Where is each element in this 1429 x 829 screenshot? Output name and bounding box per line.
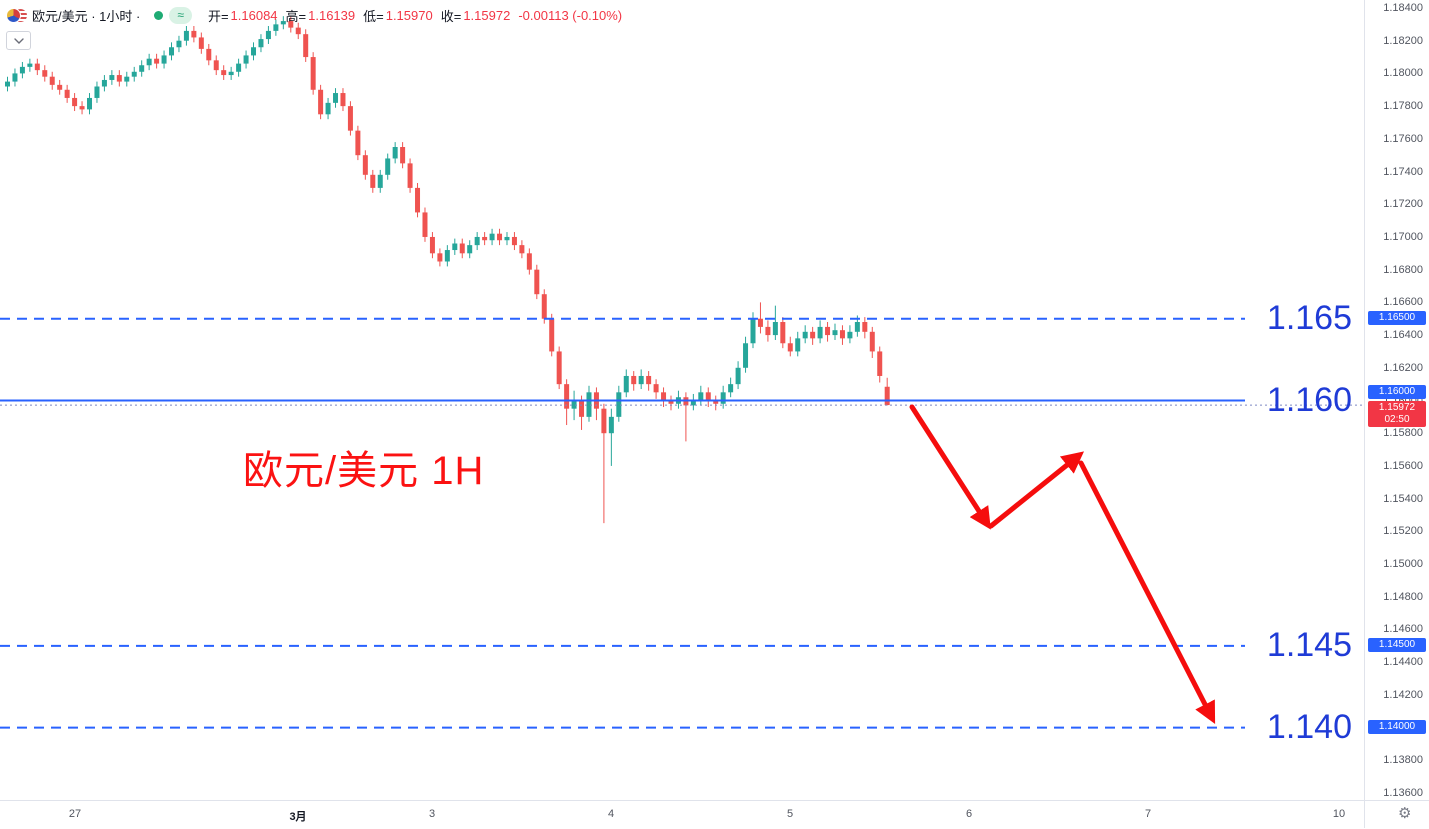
- chevron-down-icon: [13, 37, 24, 44]
- change-value: -0.00113 (-0.10%): [518, 7, 623, 23]
- bar-countdown: 02:50: [1384, 414, 1410, 426]
- price-level-big-label[interactable]: 1.140: [1266, 707, 1352, 746]
- symbol-logo-icon: [6, 8, 28, 23]
- ohlc-values: 开= 1.16084 高= 1.16139 低= 1.15970 收= 1.15972 …: [202, 6, 622, 25]
- text-annotation[interactable]: 欧元/美元 1H: [243, 449, 485, 493]
- price-tick-label: 1.17200: [1383, 198, 1423, 211]
- price-tick-label: 1.15200: [1383, 525, 1423, 538]
- close-label: 收=: [440, 8, 462, 24]
- approx-data-icon[interactable]: ≈: [169, 6, 192, 24]
- price-tick-label: 1.18200: [1383, 34, 1423, 47]
- price-tick-label: 1.17800: [1383, 100, 1423, 113]
- price-tick-label: 1.14600: [1383, 623, 1423, 636]
- price-tick-label: 1.16400: [1383, 329, 1423, 342]
- price-level-big-label[interactable]: 1.145: [1266, 625, 1352, 664]
- price-tick-label: 1.18000: [1383, 67, 1423, 80]
- price-tick-label: 1.13600: [1383, 787, 1423, 799]
- time-tick-label: 3月: [289, 811, 307, 823]
- axis-settings-icon[interactable]: ⚙: [1398, 805, 1412, 822]
- price-tick-label: 1.17000: [1383, 230, 1423, 243]
- current-price-tag: 1.15972 02:50: [1368, 401, 1426, 428]
- low-value: 1.15970: [385, 7, 433, 23]
- legend-collapse-button[interactable]: [6, 31, 31, 50]
- price-level-big-label[interactable]: 1.160: [1266, 380, 1352, 419]
- level-price-tag: 1.14000: [1368, 719, 1426, 734]
- price-tick-label: 1.17400: [1383, 165, 1423, 178]
- axis-corner-divider: [1364, 800, 1365, 828]
- price-tick-label: 1.16200: [1383, 361, 1423, 374]
- time-tick-label: 5: [786, 808, 794, 820]
- low-label: 低=: [363, 8, 384, 24]
- time-tick-label: 10: [1332, 808, 1346, 820]
- price-tick-label: 1.14200: [1383, 688, 1423, 701]
- time-tick-label: 3: [428, 808, 436, 820]
- close-value: 1.15972: [463, 7, 511, 23]
- open-label: 开=: [207, 8, 229, 24]
- time-tick-label: 7: [1144, 808, 1152, 820]
- price-tick-label: 1.17600: [1383, 132, 1423, 145]
- time-tick-label: 6: [965, 808, 973, 820]
- high-label: 高=: [285, 8, 307, 24]
- time-axis[interactable]: 27 3月 3 4 5 6 7 10: [0, 800, 1429, 829]
- level-price-tag: 1.16500: [1368, 310, 1426, 325]
- price-level-big-label[interactable]: 1.165: [1266, 298, 1352, 337]
- symbol-title[interactable]: 欧元/美元 · 1小时 ·: [32, 8, 141, 24]
- price-tick-label: 1.15600: [1383, 459, 1423, 472]
- high-value: 1.16139: [308, 7, 356, 23]
- candlestick-plot[interactable]: [0, 0, 1429, 800]
- symbol-legend: 欧元/美元 · 1小时 · ≈ 开= 1.16084 高= 1.16139 低= 1.…: [6, 5, 622, 25]
- price-level-lines[interactable]: [0, 317, 1245, 729]
- trend-arrows[interactable]: [909, 404, 1216, 725]
- market-status-icon[interactable]: [154, 10, 164, 20]
- open-value: 1.16084: [230, 7, 278, 23]
- price-tick-label: 1.16800: [1383, 263, 1423, 276]
- level-price-tag: 1.14500: [1368, 637, 1426, 652]
- price-tick-label: 1.18400: [1383, 2, 1423, 14]
- price-tick-label: 1.15000: [1383, 558, 1423, 571]
- price-tick-label: 1.15400: [1383, 492, 1423, 505]
- time-tick-label: 27: [68, 808, 82, 820]
- price-axis[interactable]: 1.18400 1.18200 1.18000 1.17800 1.17600 1.174…: [1364, 0, 1429, 800]
- price-tick-label: 1.15800: [1383, 427, 1423, 440]
- price-tick-label: 1.14400: [1383, 656, 1423, 669]
- price-tick-label: 1.16600: [1383, 296, 1423, 309]
- candlestick-series[interactable]: [5, 16, 890, 524]
- price-tick-label: 1.13800: [1383, 754, 1423, 767]
- time-tick-label: 4: [607, 808, 615, 820]
- price-tick-label: 1.14800: [1383, 590, 1423, 603]
- level-price-tag: 1.16000: [1368, 384, 1426, 399]
